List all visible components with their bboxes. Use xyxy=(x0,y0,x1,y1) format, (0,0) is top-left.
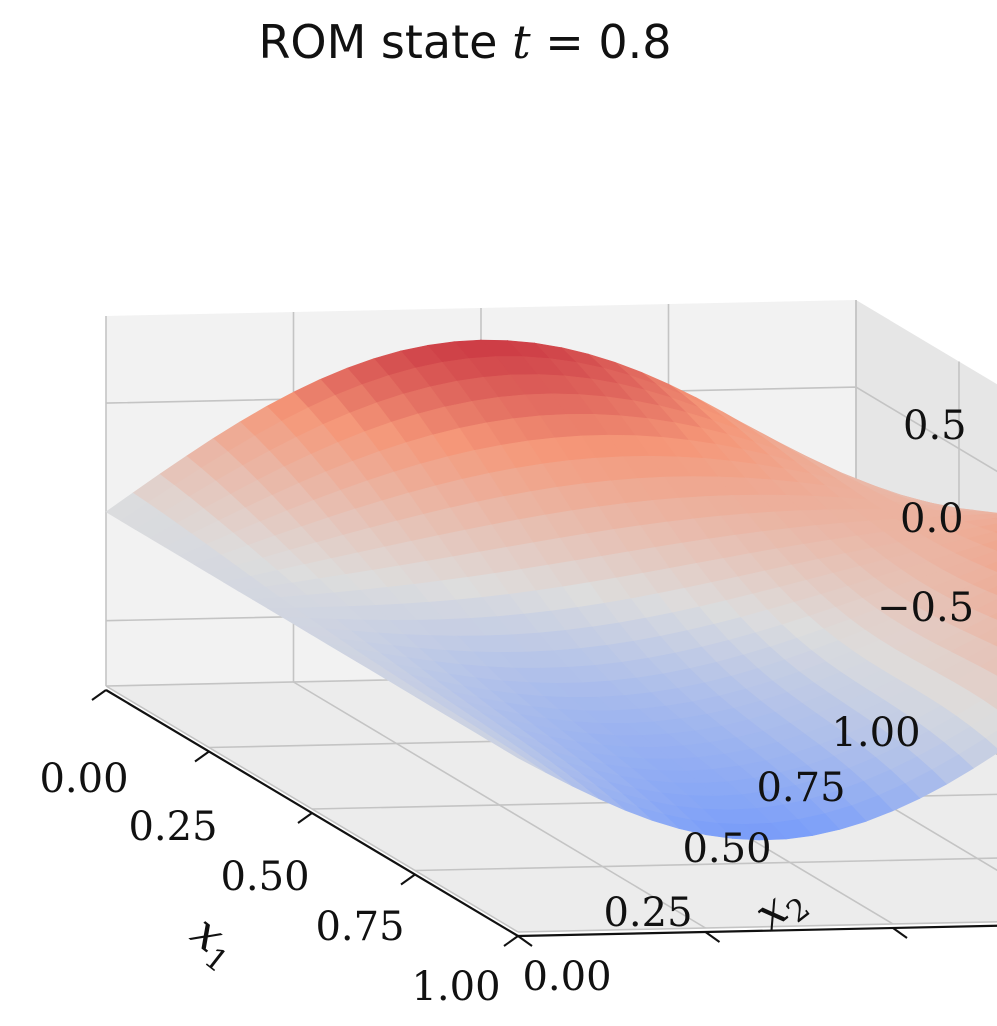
z-tick-label: 0.5 xyxy=(903,403,967,449)
floor-grid-line xyxy=(414,857,997,872)
x-axis-label: x1 xyxy=(177,904,250,980)
tick-marks xyxy=(91,689,908,947)
surface-facet xyxy=(991,641,997,647)
x-tick-mark xyxy=(297,812,313,824)
z-tick-label: 0.0 xyxy=(900,496,964,542)
y-tick-mark xyxy=(517,935,533,947)
y-tick-label: 0.50 xyxy=(682,826,771,872)
z-tick-labels: 0.5 0.0 −0.5 xyxy=(877,403,974,631)
y-tick-mark xyxy=(892,927,908,939)
surface-mesh xyxy=(105,339,997,841)
y-tick-labels: 0.00 0.25 0.50 0.75 1.00 xyxy=(522,710,920,1000)
x-tick-labels: 0.00 0.25 0.50 0.75 1.00 xyxy=(39,756,500,1010)
x-tick-mark xyxy=(91,689,107,701)
x-tick-label: 0.50 xyxy=(220,854,309,900)
y-tick-label: 1.00 xyxy=(831,710,920,756)
y-tick-label: 0.00 xyxy=(522,954,611,1000)
surface-facet xyxy=(988,612,997,621)
x-tick-mark xyxy=(400,873,416,886)
x-tick-mark xyxy=(503,935,519,947)
chart-title: ROM state t = 0.8 xyxy=(258,15,671,69)
x-tick-mark xyxy=(194,750,210,763)
x-tick-label: 1.00 xyxy=(411,964,500,1010)
x-tick-label: 0.00 xyxy=(39,756,128,802)
z-tick-label: −0.5 xyxy=(877,585,974,631)
floor-grid-line xyxy=(517,920,997,933)
x-tick-label: 0.75 xyxy=(315,904,404,950)
y-tick-mark xyxy=(704,931,721,943)
y-tick-label: 0.25 xyxy=(603,890,692,936)
surface-facet xyxy=(503,748,545,773)
y-tick-label: 0.75 xyxy=(756,765,845,811)
x-tick-label: 0.25 xyxy=(128,804,217,850)
